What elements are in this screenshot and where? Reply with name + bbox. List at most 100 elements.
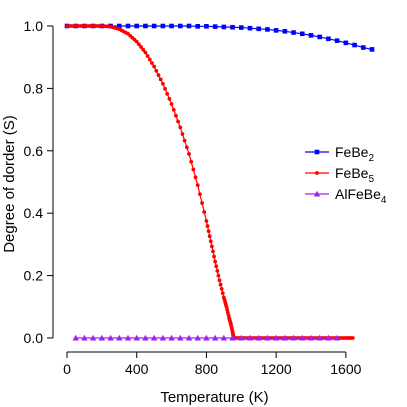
- data-point: [72, 334, 79, 341]
- data-point: [209, 244, 214, 249]
- data-point: [150, 334, 158, 341]
- series-0: [64, 23, 375, 52]
- data-point: [195, 183, 200, 188]
- data-point: [178, 125, 183, 130]
- x-tick-label: 1200: [261, 361, 292, 377]
- data-point: [159, 334, 167, 341]
- data-point: [197, 192, 202, 196]
- data-point: [343, 40, 349, 46]
- x-tick-label: 1600: [330, 361, 361, 377]
- legend-label-subscript: 5: [368, 174, 374, 185]
- data-point: [213, 259, 218, 264]
- data-point: [207, 234, 212, 239]
- data-point: [116, 23, 122, 29]
- data-point: [290, 334, 297, 341]
- y-tick-label: 0.2: [24, 268, 44, 284]
- data-point: [168, 334, 175, 341]
- data-point: [151, 23, 157, 29]
- data-point: [299, 31, 305, 37]
- data-point: [184, 145, 189, 150]
- data-point: [334, 38, 340, 43]
- data-point: [221, 24, 227, 30]
- data-point: [369, 47, 375, 52]
- data-point: [139, 45, 143, 49]
- data-point: [154, 68, 159, 73]
- data-point: [81, 334, 88, 341]
- data-point: [180, 132, 185, 136]
- data-point: [191, 167, 196, 172]
- data-point: [134, 23, 140, 29]
- series-2: [72, 334, 341, 341]
- y-tick-label: 0.4: [24, 205, 44, 221]
- data-point: [194, 334, 201, 341]
- data-point: [174, 113, 178, 118]
- data-point: [147, 57, 152, 62]
- data-point: [203, 334, 210, 341]
- data-point: [212, 254, 216, 259]
- y-tick-label: 0.8: [24, 80, 44, 96]
- data-point: [142, 334, 149, 341]
- legend-item: FeBe2: [305, 144, 374, 164]
- data-point: [125, 23, 131, 29]
- data-point: [281, 334, 289, 341]
- data-point: [187, 152, 191, 156]
- data-point: [143, 23, 148, 29]
- data-point: [150, 61, 154, 65]
- data-point: [116, 334, 123, 341]
- data-point: [238, 334, 245, 341]
- legend-marker: [313, 190, 321, 197]
- y-tick-label: 1.0: [24, 18, 44, 34]
- legend-marker: [315, 171, 319, 175]
- data-point: [350, 336, 355, 340]
- data-point: [204, 24, 209, 29]
- data-point: [165, 91, 170, 96]
- data-point: [246, 334, 254, 341]
- data-point: [156, 73, 161, 78]
- data-point: [145, 54, 150, 58]
- data-point: [282, 29, 288, 34]
- chart-marks: [64, 23, 375, 341]
- legend-label-name: AlFeBe: [335, 186, 381, 202]
- data-point: [177, 23, 183, 29]
- data-point: [193, 175, 198, 180]
- data-point: [218, 282, 223, 287]
- data-point: [167, 97, 172, 101]
- y-axis-title: Degree of dorder (S): [1, 115, 18, 253]
- legend-label-name: FeBe: [335, 144, 369, 160]
- data-point: [217, 278, 222, 283]
- data-point: [107, 334, 114, 341]
- data-point: [152, 64, 157, 69]
- data-point: [273, 28, 279, 33]
- data-point: [204, 219, 209, 223]
- data-point: [352, 42, 357, 48]
- data-point: [265, 27, 270, 32]
- x-tick-label: 800: [195, 361, 219, 377]
- data-point: [143, 50, 148, 55]
- data-point: [160, 23, 166, 29]
- data-point: [220, 334, 228, 341]
- axes: 0 400 800 1200 1600 0.0 0.2 0.4 0.6 0.8 1.0: [24, 18, 362, 377]
- legend-label-name: FeBe: [335, 165, 369, 181]
- data-point: [211, 334, 219, 341]
- legend-item: AlFeBe4: [305, 186, 387, 206]
- data-point: [185, 334, 193, 341]
- data-point: [272, 334, 280, 341]
- data-point: [255, 334, 262, 341]
- x-tick-label: 0: [63, 361, 71, 377]
- legend-marker: [314, 149, 320, 155]
- data-point: [307, 334, 315, 341]
- data-point: [177, 334, 184, 341]
- data-point: [171, 107, 176, 112]
- series-line: [67, 25, 353, 339]
- data-point: [208, 239, 213, 244]
- data-point: [136, 42, 141, 47]
- data-point: [308, 33, 314, 38]
- data-point: [124, 334, 132, 341]
- data-point: [186, 23, 192, 29]
- data-point: [214, 264, 219, 269]
- data-point: [291, 30, 296, 35]
- data-point: [216, 273, 221, 278]
- data-point: [189, 159, 194, 164]
- data-point: [264, 334, 271, 341]
- data-point: [89, 334, 97, 341]
